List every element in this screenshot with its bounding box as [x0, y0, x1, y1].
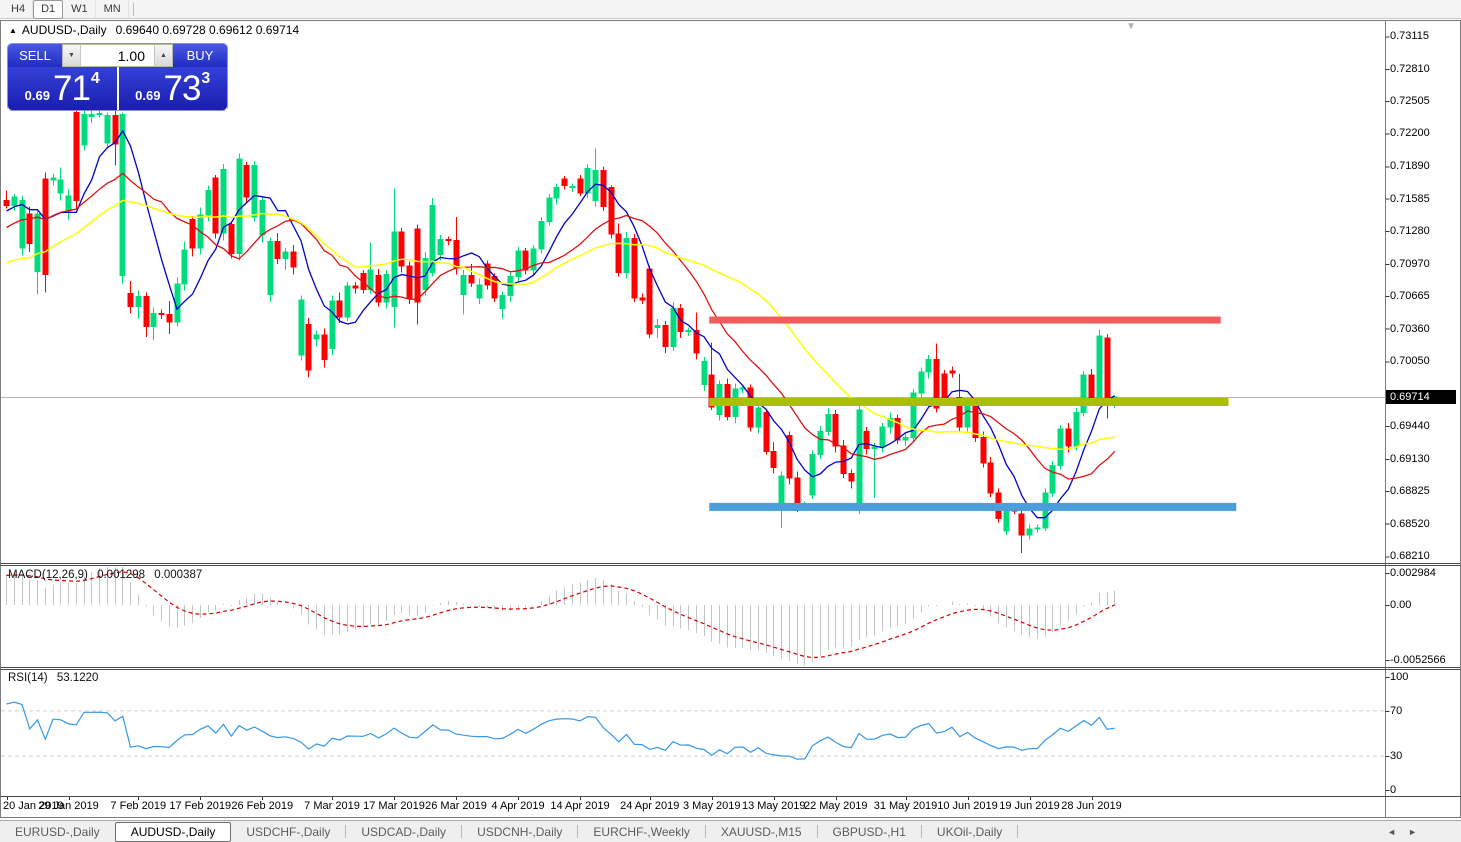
timeframe-button-mn[interactable]: MN [96, 0, 129, 19]
sell-price-prefix: 0.69 [24, 88, 50, 103]
date-axis-tick: 24 Apr 2019 [620, 800, 680, 812]
buy-price[interactable]: 0.69 73 3 [118, 67, 227, 110]
buy-button[interactable]: BUY [173, 44, 227, 67]
date-axis-tick: 13 May 2019 [741, 800, 806, 812]
timeframe-toolbar: H4 D1 W1 MN [0, 0, 1461, 19]
volume-decrease-icon[interactable]: ▼ [63, 45, 81, 66]
date-axis-tick: 19 Jun 2019 [999, 800, 1060, 812]
price-axis-tick: 0.72200 [1390, 127, 1430, 140]
price-axis-tick: 0.70360 [1390, 322, 1430, 335]
chevron-down-icon[interactable]: ▼ [1126, 21, 1136, 32]
tab-separator [1017, 825, 1019, 838]
date-axis-tick: 7 Mar 2019 [304, 800, 360, 812]
price-axis-tick: 0.72505 [1390, 95, 1430, 108]
rsi-axis-tick: 100 [1390, 671, 1409, 683]
tab-separator [577, 825, 579, 838]
rsi-axis-tick: 70 [1390, 704, 1403, 717]
buy-price-prefix: 0.69 [135, 88, 161, 103]
price-axis-tick: 0.69440 [1390, 420, 1430, 433]
macd-axis-zero: 0.00 [1390, 599, 1412, 611]
price-axis-tick: 0.69130 [1390, 452, 1430, 465]
chart-tab-bar: EURUSD-,Daily AUDUSD-,Daily USDCHF-,Daily U… [0, 820, 1461, 842]
tab-separator [816, 825, 818, 838]
tab-gbpusd-h1[interactable]: GBPUSD-,H1 [832, 824, 906, 839]
tab-separator [345, 825, 347, 838]
buy-price-big: 73 [163, 68, 201, 108]
tab-xauusd-m15[interactable]: XAUUSD-,M15 [720, 824, 802, 839]
date-axis-tick: 14 Apr 2019 [550, 800, 610, 812]
volume-increase-icon[interactable]: ▲ [154, 45, 172, 66]
macd-value-signal: 0.000387 [154, 569, 203, 581]
tab-separator [461, 825, 463, 838]
price-axis-tick: 0.68825 [1390, 485, 1430, 498]
sell-price-big: 71 [52, 68, 91, 108]
price-axis-tick: 0.68210 [1390, 550, 1430, 563]
macd-axis-max: 0.002984 [1390, 567, 1436, 579]
price-axis-tick: 0.70050 [1390, 355, 1430, 368]
price-axis-tick: 0.70970 [1390, 257, 1430, 270]
timeframe-button-w1[interactable]: W1 [63, 0, 96, 19]
tab-usdcnh-daily[interactable]: USDCNH-,Daily [477, 824, 563, 839]
macd-name: MACD(12,26,9) [8, 569, 88, 581]
date-axis-tick: 29 Jan 2019 [38, 800, 99, 812]
date-axis-tick: 20 Jan 2019 [3, 800, 64, 812]
date-axis-tick: 7 Feb 2019 [110, 800, 167, 812]
tab-eurusd-daily[interactable]: EURUSD-,Daily [15, 824, 100, 839]
chart-title: ▲ AUDUSD-,Daily 0.69640 0.69728 0.69612 … [9, 23, 299, 37]
volume-input[interactable]: 1.00 [81, 45, 154, 66]
price-axis-tick: 0.71585 [1390, 192, 1430, 205]
current-price-tag: 0.69714 [1386, 390, 1456, 404]
price-axis-tick: 0.70665 [1390, 290, 1430, 303]
macd-label: MACD(12,26,9) 0.001298 0.000387 [8, 569, 208, 581]
macd-axis-min: -0.0052566 [1390, 654, 1446, 666]
timeframe-button-h4[interactable]: H4 [3, 0, 34, 19]
toolbar-separator [132, 2, 134, 16]
tab-eurchf-weekly[interactable]: EURCHF-,Weekly [593, 824, 690, 839]
price-axis-tick: 0.73115 [1390, 30, 1429, 43]
timeframe-button-d1[interactable]: D1 [33, 0, 64, 19]
tab-usdchf-daily[interactable]: USDCHF-,Daily [246, 824, 331, 839]
price-axis-tick: 0.72810 [1390, 62, 1430, 75]
date-axis-tick: 4 Apr 2019 [491, 800, 545, 812]
macd-value-main: 0.001298 [97, 569, 146, 581]
sell-button[interactable]: SELL [8, 44, 62, 67]
rsi-value: 53.1220 [56, 672, 99, 684]
tab-ukoil-daily[interactable]: UKOil-,Daily [936, 824, 1003, 839]
rsi-axis-tick: 30 [1390, 750, 1403, 763]
tab-separator [920, 825, 922, 838]
tab-audusd-daily[interactable]: AUDUSD-,Daily [114, 821, 232, 842]
date-axis-tick: 17 Mar 2019 [363, 800, 425, 812]
date-axis-tick: 26 Mar 2019 [425, 800, 487, 812]
date-axis-tick: 10 Jun 2019 [937, 800, 998, 812]
volume-stepper: ▼ 1.00 ▲ [62, 44, 173, 67]
symbol-marker-icon: ▲ [9, 25, 17, 35]
scroll-left-icon[interactable]: ◄ [1387, 826, 1397, 837]
price-axis-tick: 0.68520 [1390, 517, 1430, 530]
rsi-name: RSI(14) [8, 672, 48, 684]
rsi-axis-tick: 0 [1390, 784, 1397, 796]
date-axis-tick: 3 May 2019 [683, 800, 741, 812]
rsi-label: RSI(14) 53.1220 [8, 672, 104, 684]
date-axis-tick: 22 May 2019 [803, 800, 868, 812]
chart-ohlc-values: 0.69640 0.69728 0.69612 0.69714 [115, 23, 300, 37]
date-axis-tick: 31 May 2019 [873, 800, 938, 812]
tab-scroll-controls: ◄ ► [1387, 827, 1461, 837]
sell-price-pipette: 4 [90, 69, 100, 87]
date-axis-tick: 26 Feb 2019 [231, 800, 294, 812]
price-axis-tick: 0.71890 [1390, 160, 1430, 173]
tab-usdcad-daily[interactable]: USDCAD-,Daily [361, 824, 447, 839]
price-axis-tick: 0.71280 [1390, 225, 1430, 237]
date-axis-tick: 17 Feb 2019 [169, 800, 232, 812]
buy-price-pipette: 3 [201, 69, 211, 87]
chart-tabs: EURUSD-,Daily AUDUSD-,Daily USDCHF-,Daily U… [0, 821, 1019, 842]
date-axis-tick: 28 Jun 2019 [1061, 800, 1122, 812]
sell-price[interactable]: 0.69 71 4 [8, 67, 117, 110]
one-click-trading-panel: SELL ▼ 1.00 ▲ BUY 0.69 71 4 0.69 73 3 [8, 44, 227, 110]
tab-separator [704, 825, 706, 838]
chart-symbol-label: AUDUSD-,Daily [21, 23, 107, 37]
scroll-right-icon[interactable]: ► [1408, 826, 1417, 837]
